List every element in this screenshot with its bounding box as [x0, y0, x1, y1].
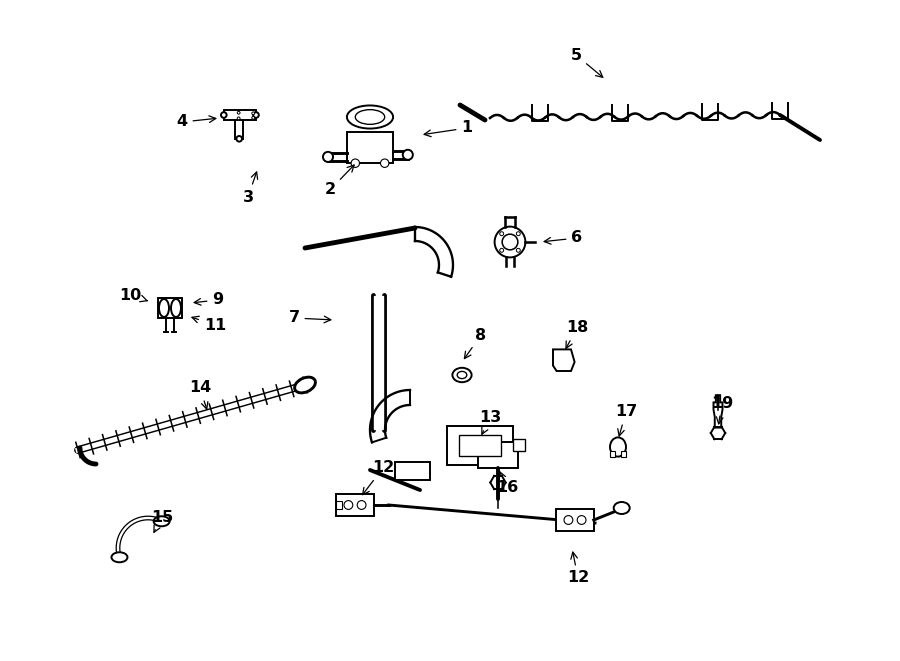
Ellipse shape	[294, 377, 315, 393]
Text: 10: 10	[119, 288, 148, 303]
Ellipse shape	[453, 368, 472, 382]
Circle shape	[577, 516, 586, 524]
Bar	[346, 132, 393, 163]
Circle shape	[344, 500, 353, 510]
Text: 12: 12	[567, 552, 590, 586]
Text: 3: 3	[242, 172, 257, 204]
Circle shape	[238, 111, 240, 114]
Polygon shape	[714, 395, 723, 428]
Text: 8: 8	[464, 327, 487, 358]
Circle shape	[221, 112, 227, 118]
Circle shape	[502, 234, 518, 250]
Text: 9: 9	[194, 293, 223, 307]
Ellipse shape	[112, 553, 128, 563]
Polygon shape	[235, 120, 243, 139]
Circle shape	[564, 516, 572, 524]
Circle shape	[252, 116, 255, 119]
Bar	[621, 451, 626, 457]
Polygon shape	[224, 110, 256, 120]
Ellipse shape	[346, 106, 393, 128]
Circle shape	[357, 500, 366, 510]
Bar	[610, 451, 615, 457]
Circle shape	[253, 112, 259, 118]
Circle shape	[517, 249, 520, 253]
Circle shape	[323, 152, 333, 162]
Polygon shape	[374, 296, 383, 429]
Text: 12: 12	[363, 461, 394, 494]
Text: 19: 19	[711, 395, 733, 424]
Circle shape	[403, 150, 413, 160]
Text: 18: 18	[566, 321, 588, 348]
Ellipse shape	[154, 516, 169, 526]
Ellipse shape	[610, 438, 626, 457]
Bar	[395, 462, 430, 480]
Text: 5: 5	[571, 48, 603, 77]
Polygon shape	[553, 350, 574, 371]
Text: 16: 16	[496, 472, 518, 496]
Ellipse shape	[159, 299, 169, 317]
Text: 17: 17	[615, 405, 637, 436]
Circle shape	[500, 249, 504, 253]
Bar	[337, 494, 374, 516]
Ellipse shape	[614, 502, 630, 514]
Text: 13: 13	[479, 410, 501, 434]
Text: 2: 2	[324, 165, 354, 198]
Text: 7: 7	[288, 311, 331, 325]
Text: 11: 11	[192, 316, 226, 332]
Circle shape	[351, 159, 359, 167]
Bar	[556, 509, 594, 531]
Ellipse shape	[171, 299, 181, 317]
Circle shape	[500, 232, 504, 235]
Circle shape	[238, 117, 240, 120]
Text: 14: 14	[189, 381, 212, 409]
Text: 6: 6	[544, 231, 582, 245]
Circle shape	[237, 136, 242, 141]
Bar	[447, 426, 513, 465]
Circle shape	[252, 112, 255, 115]
Circle shape	[517, 232, 520, 235]
Bar	[459, 434, 501, 455]
Circle shape	[495, 227, 526, 257]
Bar	[337, 500, 342, 510]
Text: 4: 4	[176, 114, 216, 130]
Circle shape	[381, 159, 389, 167]
Bar	[478, 442, 518, 468]
Text: 15: 15	[151, 510, 173, 532]
Bar	[513, 439, 525, 451]
Bar	[158, 298, 182, 318]
Ellipse shape	[457, 371, 467, 379]
Text: 1: 1	[424, 120, 472, 137]
Ellipse shape	[356, 110, 384, 124]
